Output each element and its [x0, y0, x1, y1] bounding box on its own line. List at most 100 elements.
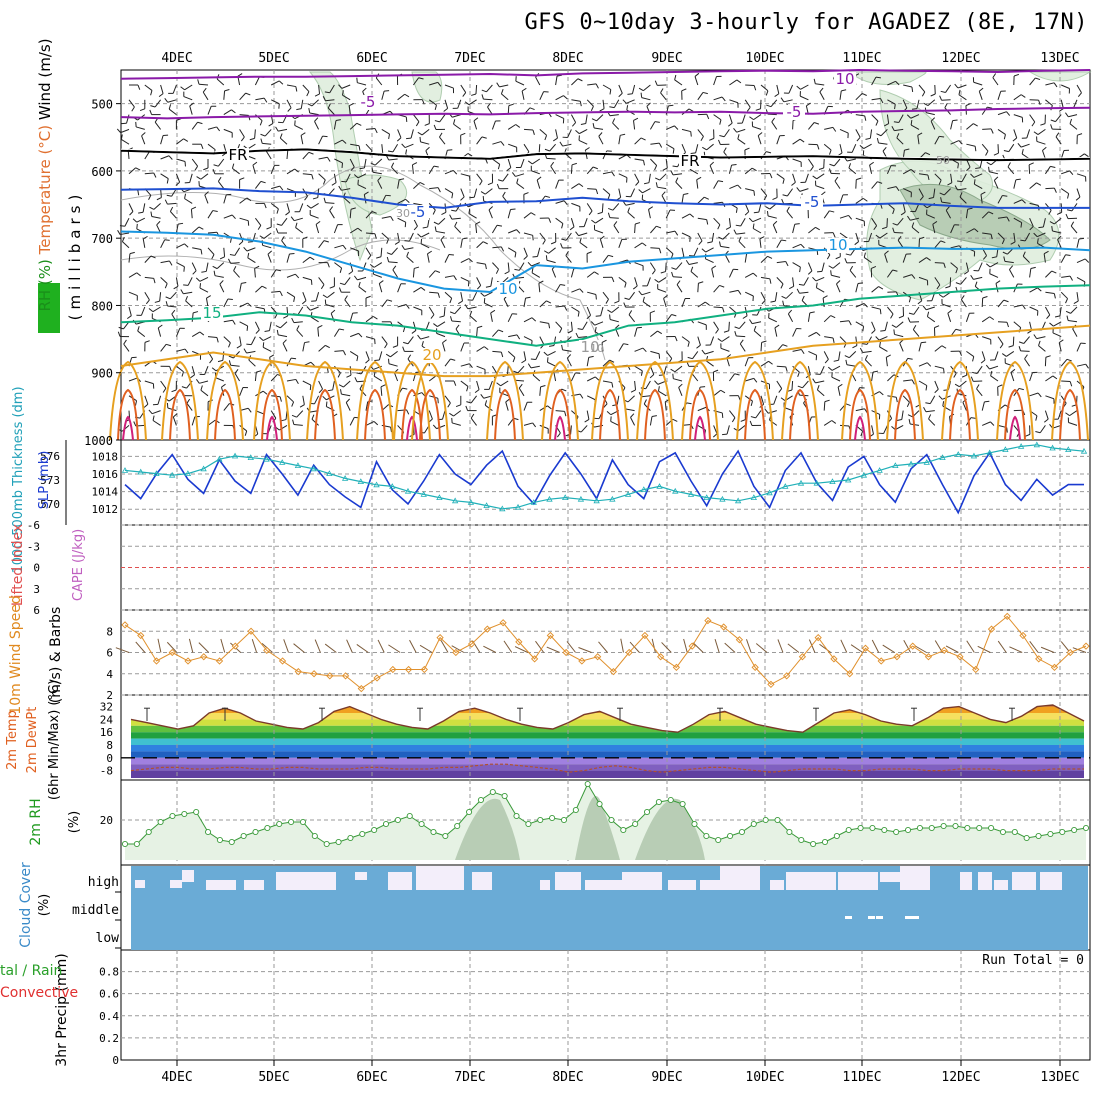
wind-barb — [270, 165, 275, 174]
wind-barb-flag — [1003, 150, 1009, 153]
wind-barb — [539, 386, 542, 396]
wind-barb-flag — [1067, 193, 1070, 199]
wind-barb — [694, 76, 699, 86]
wind-barb — [855, 283, 859, 293]
wind-barb-flag — [876, 133, 882, 137]
wind-barb — [918, 362, 928, 367]
wind-barb-flag — [168, 155, 173, 160]
wind-barb-flag — [674, 336, 678, 342]
wind-barb — [678, 387, 683, 396]
isotherm-label-bg — [201, 306, 223, 321]
wind-barb-flag — [1012, 137, 1018, 142]
wind-barb-flag — [1001, 239, 1005, 245]
wind-barb-flag — [925, 402, 931, 405]
wind-barb-flag — [237, 73, 243, 77]
wind-barb — [270, 203, 279, 210]
panel-y-label-part: 3hr Precip (mm) — [54, 953, 70, 1066]
wind-barb — [713, 180, 719, 189]
wind-barb-flag — [259, 336, 264, 341]
wind-barb-flag — [385, 155, 390, 161]
wind-barb-flag — [911, 108, 918, 110]
wind-barb — [897, 217, 904, 226]
y-tick-label: 0 — [112, 1054, 119, 1067]
wind-barb — [514, 276, 525, 279]
rh2m-marker — [845, 826, 852, 834]
wind-barb — [884, 253, 888, 263]
wind-barb-flag — [796, 187, 801, 192]
wind-barb — [697, 301, 706, 308]
wind-barb-flag — [136, 272, 141, 277]
wind-barb — [428, 99, 437, 106]
wind10m-barb — [324, 643, 337, 653]
temp-band — [131, 725, 1084, 733]
wind-barb-flag — [339, 267, 343, 273]
wind-barb-flag — [373, 371, 376, 377]
wind-barb — [658, 390, 667, 397]
wind10m-barb — [198, 642, 210, 653]
rh-shade-dark — [899, 183, 1051, 250]
wind-barb — [934, 240, 941, 249]
wind-barb-flag — [753, 85, 757, 91]
wind-barb — [239, 232, 244, 242]
wind-barb — [868, 232, 873, 242]
wind-barb-flag — [200, 385, 203, 391]
wind-barb — [815, 276, 825, 282]
wind-barb — [643, 84, 651, 92]
wind-barb — [191, 226, 200, 234]
y-tick-label: 32 — [100, 701, 113, 714]
wind-barb — [894, 128, 904, 132]
wind-barb — [815, 380, 825, 384]
wind-barb — [665, 158, 668, 168]
wind-barb-flag — [281, 419, 287, 422]
wind-barb — [1058, 342, 1062, 352]
wind-barb-flag — [1051, 270, 1057, 274]
wind-barb-flag — [746, 106, 751, 112]
wind-barb — [774, 292, 778, 302]
wind-barb — [887, 80, 896, 86]
wind-barb — [713, 217, 721, 226]
wind-barb — [594, 127, 604, 130]
wind-barb — [728, 269, 734, 278]
wind-barb-flag — [829, 163, 835, 167]
wind-barb-flag — [926, 311, 930, 317]
wind-barb-flag — [238, 241, 244, 246]
wind-barb-flag — [337, 372, 341, 378]
wind-barb-flag — [627, 207, 631, 213]
slp-series — [121, 441, 1088, 515]
wind-barb — [343, 380, 351, 388]
wind-barb-flag — [700, 386, 706, 388]
wind-barb — [223, 403, 230, 411]
wind-barb — [674, 79, 683, 86]
wind-barb-flag — [496, 183, 500, 189]
wind-barb — [855, 197, 864, 204]
wind-barb-flag — [229, 237, 232, 243]
wind-barb — [239, 217, 249, 222]
wind-barb — [175, 224, 179, 234]
wind10m-barb — [914, 645, 927, 653]
wind-barb — [523, 212, 532, 219]
isotherm-bump-25 — [644, 388, 666, 441]
wind-barb — [839, 336, 847, 344]
wind-barb-flag — [774, 324, 780, 329]
cloud-gap — [276, 872, 336, 890]
wind-barb — [488, 209, 493, 219]
isotherm-bump-20 — [736, 360, 774, 441]
wind-barb-flag — [957, 180, 963, 183]
wind-barb-flag — [614, 300, 620, 304]
wind-barb — [1076, 238, 1080, 248]
wind-barb-flag — [1049, 322, 1054, 327]
wind-barb — [184, 198, 193, 204]
wind-barb-flag — [864, 115, 867, 121]
wind-barb — [1061, 170, 1070, 175]
wind-barb-flag — [806, 102, 811, 107]
y-tick-label: 800 — [91, 299, 113, 313]
wind-barb-flag — [564, 305, 568, 311]
wind-barb-flag — [466, 401, 472, 404]
day-label-top: 13DEC — [1040, 51, 1079, 66]
wind-barb-flag — [719, 284, 725, 288]
isotherm-bump-25 — [949, 388, 971, 441]
wind-barb-flag — [150, 105, 156, 108]
wind-barb — [609, 114, 619, 117]
wind-barb-flag — [550, 241, 556, 245]
wind-barb — [990, 375, 999, 382]
